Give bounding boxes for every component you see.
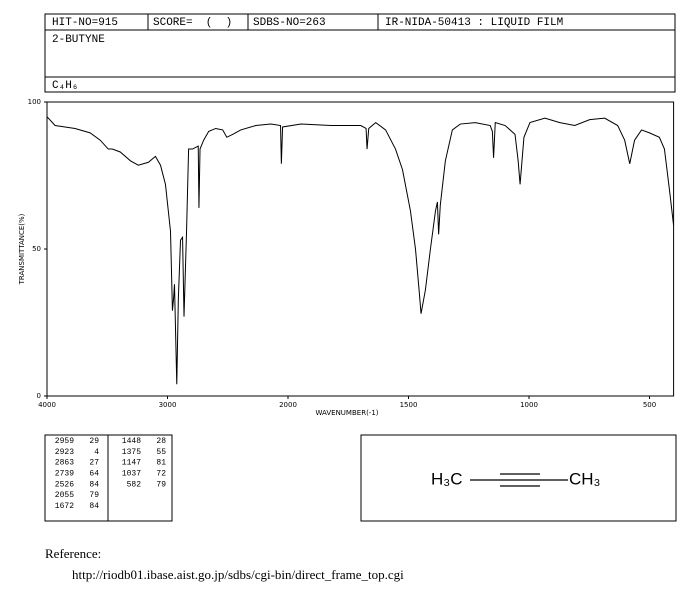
peak-wavenumber: 2923 — [55, 448, 74, 457]
method: IR-NIDA-50413 : LIQUID FILM — [385, 17, 563, 29]
y-tick-label: 50 — [32, 245, 41, 253]
structure-left: H₃C — [431, 469, 462, 488]
structure-box — [360, 434, 677, 522]
x-tick-label: 500 — [643, 401, 656, 409]
peak-table: 2959 29 2923 4 2863 27 2739 64 2526 84 2055 79 1672 8… — [55, 437, 166, 511]
y-axis-label: TRANSMITTANCE(%) — [18, 213, 26, 285]
peak-transmittance: 79 — [156, 480, 166, 489]
peak-wavenumber: 2526 — [55, 480, 74, 489]
x-tick-label: 2000 — [279, 401, 297, 409]
peak-transmittance: 28 — [156, 437, 166, 446]
x-tick-label: 1500 — [400, 401, 418, 409]
peak-transmittance: 84 — [89, 480, 99, 489]
peak-transmittance: 64 — [89, 470, 99, 479]
peak-wavenumber: 1375 — [122, 448, 141, 457]
x-tick-label: 3000 — [159, 401, 177, 409]
compound-name: 2-BUTYNE — [52, 34, 105, 46]
peak-transmittance: 27 — [89, 459, 99, 468]
peak-wavenumber: 1037 — [122, 470, 141, 479]
sdbs-no: SDBS-NO=263 — [253, 17, 326, 29]
y-tick-label: 100 — [28, 98, 41, 106]
peak-transmittance: 29 — [89, 437, 99, 446]
score: SCORE= ( ) — [153, 17, 232, 29]
peak-wavenumber: 2959 — [55, 437, 74, 446]
peak-transmittance: 84 — [89, 502, 99, 511]
peak-transmittance: 4 — [94, 448, 99, 457]
x-tick-label: 4000 — [38, 401, 56, 409]
peak-transmittance: 72 — [156, 470, 166, 479]
reference-label: Reference: — [45, 546, 101, 561]
peak-wavenumber: 1672 — [55, 502, 74, 511]
hit-no: HIT-NO=915 — [52, 17, 118, 29]
peak-wavenumber: 2739 — [55, 470, 74, 479]
reference-url: http://riodb01.ibase.aist.go.jp/sdbs/cgi… — [72, 567, 404, 582]
structure-right: CH₃ — [569, 469, 600, 488]
y-tick-label: 0 — [37, 392, 41, 400]
peak-wavenumber: 1448 — [122, 437, 141, 446]
x-tick-label: 1000 — [520, 401, 538, 409]
plot-frame — [46, 101, 675, 397]
peak-wavenumber: 1147 — [122, 459, 141, 468]
spectrum-line — [46, 116, 675, 385]
peak-transmittance: 55 — [156, 448, 166, 457]
peak-wavenumber: 2863 — [55, 459, 74, 468]
chart: TRANSMITTANCE(%) WAVENUMBER(-1) 0 50 100 40… — [18, 98, 675, 417]
formula: C₄H₆ — [52, 80, 78, 92]
header-box — [44, 13, 676, 93]
peak-wavenumber: 582 — [127, 480, 142, 489]
peak-transmittance: 79 — [89, 491, 99, 500]
x-axis-label: WAVENUMBER(-1) — [315, 409, 378, 417]
peak-wavenumber: 2055 — [55, 491, 74, 500]
peak-transmittance: 81 — [156, 459, 166, 468]
